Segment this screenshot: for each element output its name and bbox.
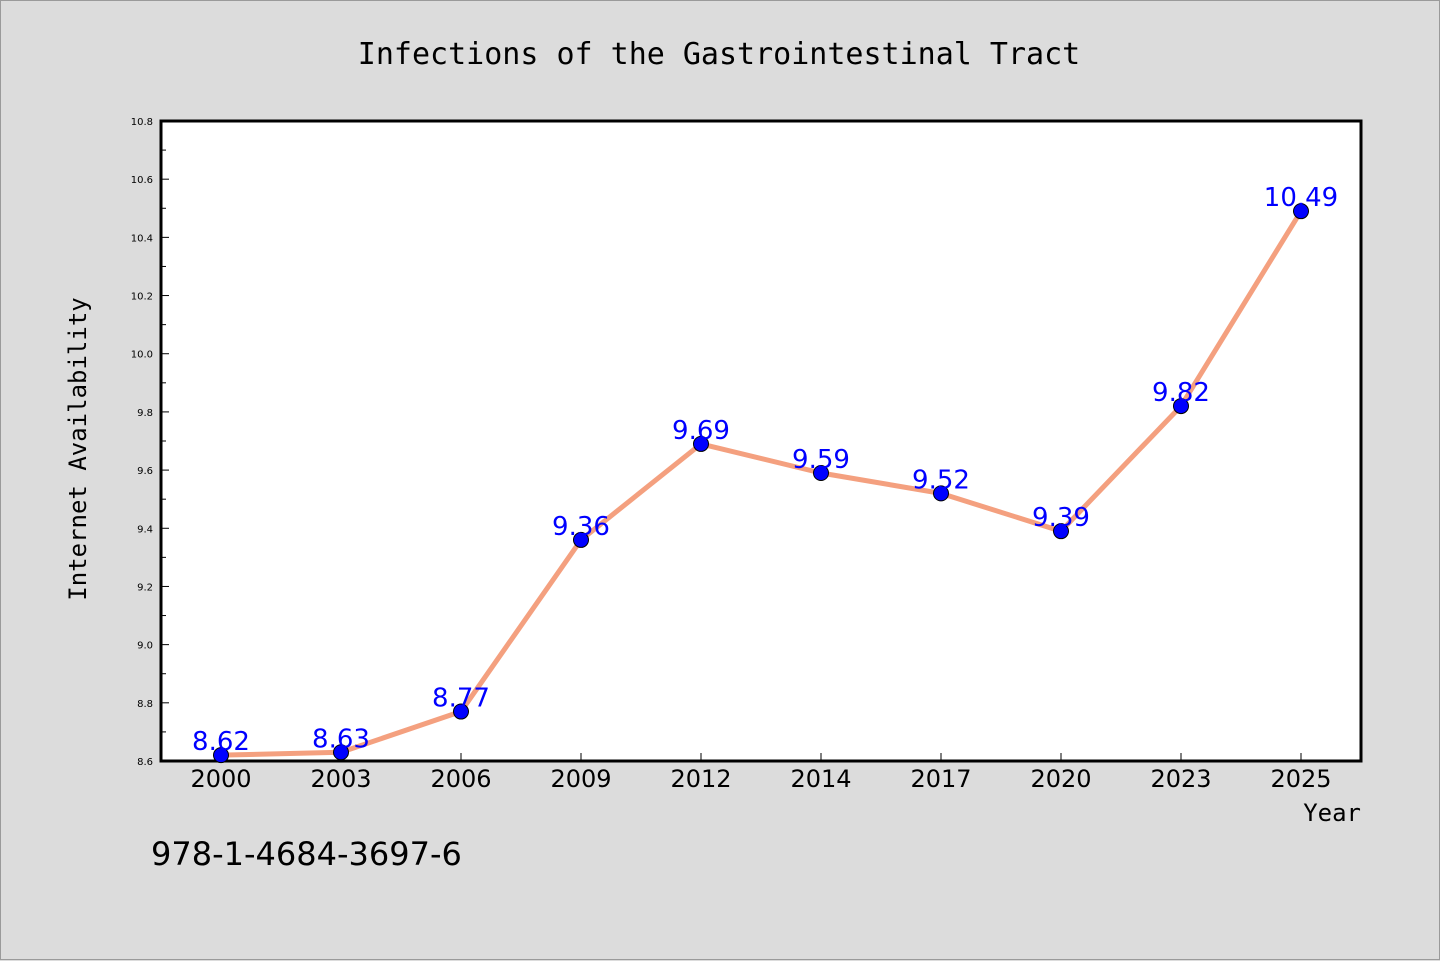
y-axis-label: Internet Availability: [64, 297, 92, 600]
y-tick-label: 10.4: [131, 233, 153, 244]
data-label: 8.63: [312, 724, 370, 754]
y-tick-label: 9.4: [137, 524, 153, 535]
data-point: [333, 744, 349, 761]
x-tick-label: 2006: [430, 765, 491, 793]
data-label: 9.52: [912, 465, 970, 495]
x-tick-label: 2025: [1270, 765, 1331, 793]
x-tick-label: 2014: [790, 765, 851, 793]
y-tick-label: 10.2: [131, 292, 153, 303]
chart-title: Infections of the Gastrointestinal Tract: [358, 37, 1080, 72]
x-tick-label: 2003: [310, 765, 371, 793]
data-point: [1293, 203, 1309, 220]
data-label: 8.62: [192, 727, 250, 757]
y-tick-label: 8.8: [137, 699, 153, 710]
data-point: [813, 465, 829, 481]
x-tick-label: 2020: [1030, 765, 1091, 793]
x-tick-label: 2009: [550, 765, 611, 793]
series-line: [218, 208, 1304, 758]
data-point: [1173, 398, 1189, 415]
data-point: [933, 485, 949, 502]
x-tick-label: 2023: [1150, 765, 1211, 793]
data-label: 9.82: [1152, 378, 1210, 408]
x-tick-label: 2000: [190, 765, 251, 793]
x-tick-label: 2017: [910, 765, 971, 793]
data-label: 9.39: [1032, 503, 1090, 533]
data-label: 9.69: [672, 416, 730, 446]
data-label: 8.77: [432, 684, 490, 714]
x-tick-label: 2012: [670, 765, 731, 793]
data-point: [213, 747, 229, 764]
data-labels: 8.62 8.63 8.77 9.36 9.69 9.59 9.52 9.39 9.82 10.4…: [192, 183, 1338, 757]
data-point: [573, 531, 589, 548]
x-axis-label: Year: [1303, 799, 1361, 827]
data-point: [693, 435, 709, 452]
y-tick-label: 9.6: [137, 466, 153, 477]
y-tick-label: 10.8: [131, 117, 153, 128]
data-point: [1053, 523, 1069, 540]
isbn-annotation: 978-1-4684-3697-6: [151, 835, 462, 873]
y-tick-label: 9.2: [137, 582, 153, 593]
y-tick-label: 8.6: [137, 757, 153, 768]
data-point: [453, 703, 469, 720]
y-axis-ticks: 8.6 8.8 9.0 9.2 9.4 9.6 9.8 10.0 10.2 10.4 10.6 10.…: [131, 117, 169, 768]
series-group: [213, 203, 1309, 764]
y-tick-label: 9.8: [137, 408, 153, 419]
x-axis-ticks: 2000 2003 2006 2009 2012 2014 2017 2020 2023 2025: [190, 753, 1332, 793]
y-tick-label: 10.6: [131, 175, 153, 186]
data-label: 9.59: [792, 445, 850, 475]
y-tick-label: 10.0: [131, 350, 153, 361]
y-tick-label: 9.0: [137, 641, 153, 652]
data-label: 10.49: [1264, 183, 1338, 213]
data-label: 9.36: [552, 512, 610, 542]
plot-area: [159, 119, 1363, 763]
